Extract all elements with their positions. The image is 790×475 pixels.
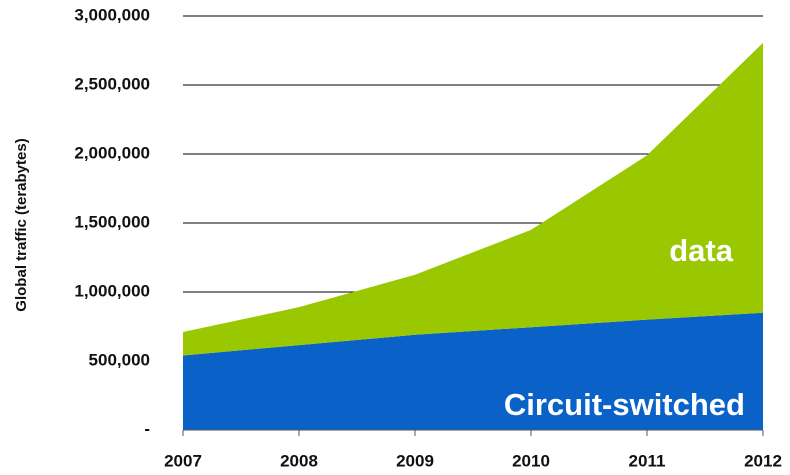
y-tick-label: 500,000	[89, 350, 150, 369]
x-tick-label: 2011	[629, 451, 666, 470]
y-tick-label: 1,500,000	[74, 212, 150, 231]
x-tick-label: 2012	[744, 451, 782, 470]
series-label: Circuit-switched	[504, 387, 745, 422]
x-tick-label: 2008	[280, 451, 318, 470]
y-tick-label: -	[144, 419, 150, 438]
series-label: data	[669, 233, 734, 268]
x-tick-label: 2007	[164, 451, 202, 470]
area	[183, 312, 763, 430]
y-tick-label: 1,000,000	[74, 281, 150, 300]
y-tick-label: 2,500,000	[74, 74, 150, 93]
x-tick-label: 2010	[512, 451, 550, 470]
y-axis-label: Global traffic (terabytes)	[13, 138, 30, 311]
area	[183, 42, 763, 356]
y-tick-label: 2,000,000	[74, 143, 150, 162]
y-tick-label: 3,000,000	[74, 5, 150, 24]
x-tick-label: 2009	[396, 451, 434, 470]
